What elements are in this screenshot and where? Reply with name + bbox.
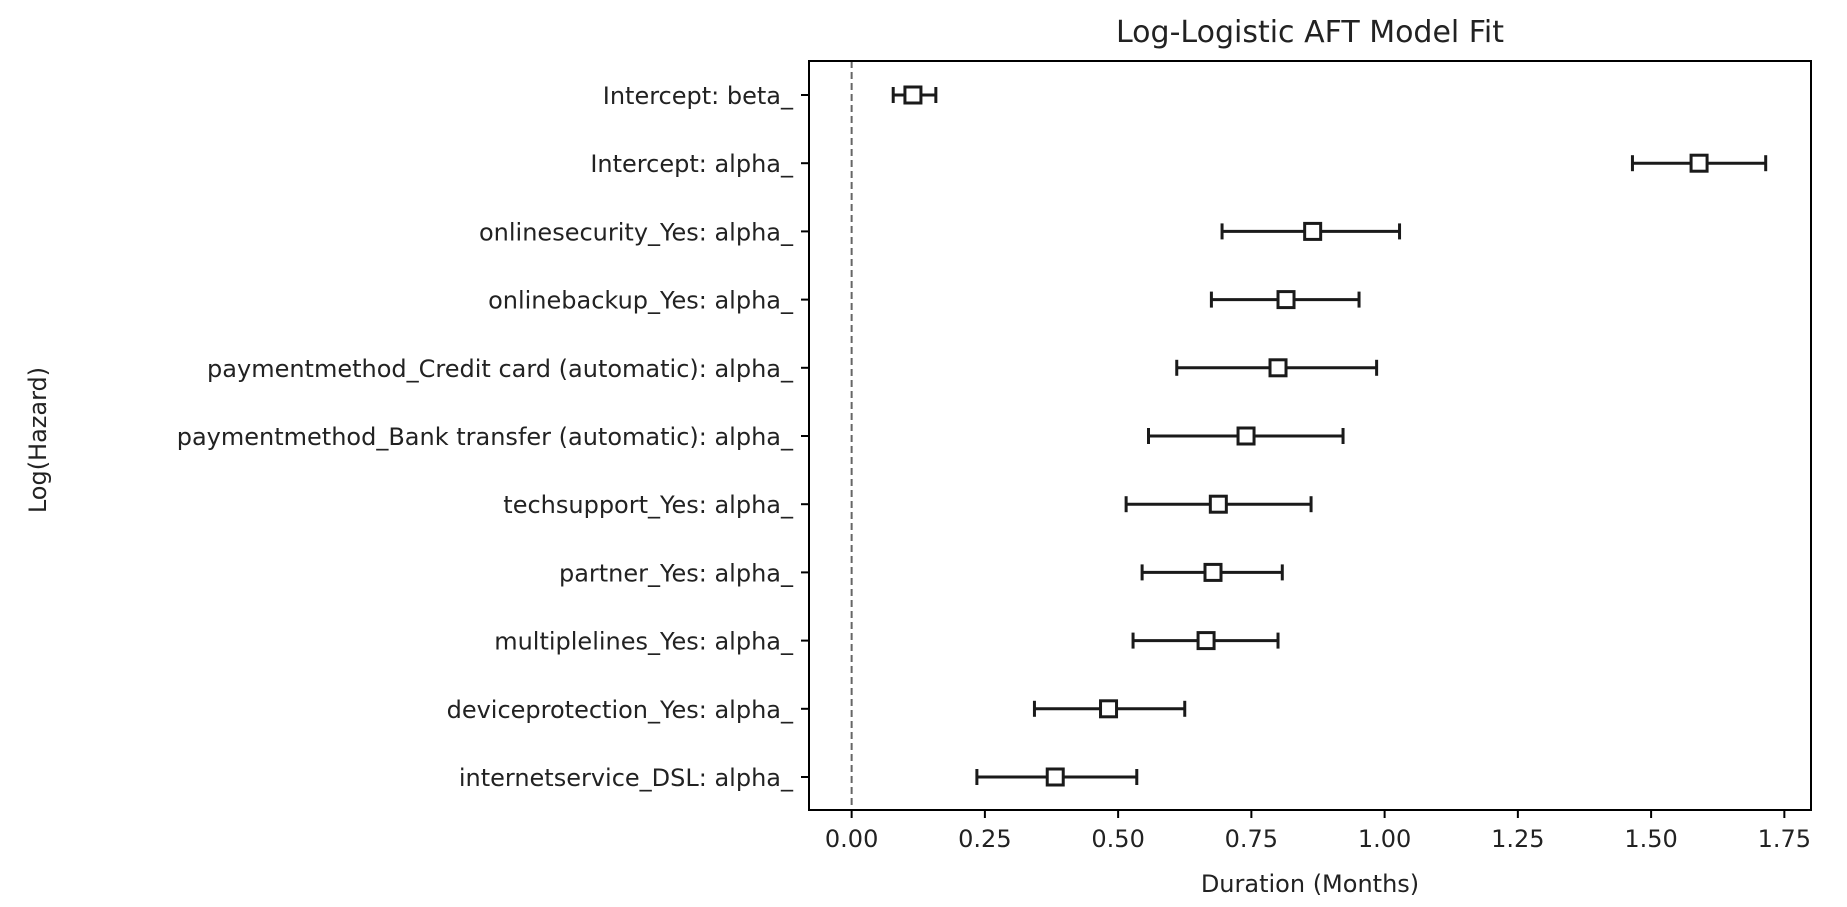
x-tick-label: 0.75 [1225, 825, 1278, 853]
y-tick-label: Intercept: beta_ [603, 82, 794, 110]
x-tick-label: 0.00 [825, 825, 878, 853]
y-tick-label: deviceprotection_Yes: alpha_ [447, 696, 794, 724]
point-estimate-marker [1689, 153, 1709, 173]
point-estimate-marker [1045, 767, 1065, 787]
point-estimate-marker [1236, 426, 1256, 446]
x-axis-ticks: 0.00 0.25 0.50 0.75 1.00 1.25 1.50 1.75 [825, 810, 1811, 853]
x-tick-label: 1.00 [1358, 825, 1411, 853]
y-tick-label: paymentmethod_Bank transfer (automatic):… [177, 423, 794, 451]
chart-title: Log-Logistic AFT Model Fit [1116, 15, 1504, 50]
y-axis-ticks: Intercept: beta_ Intercept: alpha_onlines… [177, 82, 809, 792]
x-tick-label: 1.50 [1624, 825, 1677, 853]
y-axis-title: Log(Hazard) [24, 367, 52, 513]
point-estimate-marker [1099, 699, 1119, 719]
y-tick-label: multiplelines_Yes: alpha_ [494, 628, 794, 656]
x-axis-title: Duration (Months) [1201, 870, 1419, 898]
point-estimate-marker [1203, 562, 1223, 582]
y-tick-label: internetservice_DSL: alpha_ [459, 764, 794, 792]
x-tick-label: 0.25 [958, 825, 1011, 853]
point-estimate-marker [1268, 358, 1288, 378]
y-tick-label: Intercept: alpha_ [590, 150, 794, 178]
plot-area-frame [808, 60, 1812, 811]
point-estimate-marker [1208, 494, 1228, 514]
y-tick-label: paymentmethod_Credit card (automatic): a… [207, 355, 794, 383]
point-estimate-marker [903, 85, 923, 105]
x-tick-label: 1.75 [1758, 825, 1811, 853]
point-estimate-marker [1303, 221, 1323, 241]
x-tick-label: 0.50 [1091, 825, 1144, 853]
y-tick-label: onlinebackup_Yes: alpha_ [488, 287, 794, 315]
y-tick-label: partner_Yes: alpha_ [559, 559, 794, 587]
point-marker-layer [903, 85, 1709, 787]
x-tick-label: 1.25 [1491, 825, 1544, 853]
point-estimate-marker [1196, 631, 1216, 651]
point-estimate-marker [1276, 290, 1296, 310]
y-tick-label: onlinesecurity_Yes: alpha_ [479, 218, 794, 246]
y-tick-label: techsupport_Yes: alpha_ [503, 491, 794, 519]
